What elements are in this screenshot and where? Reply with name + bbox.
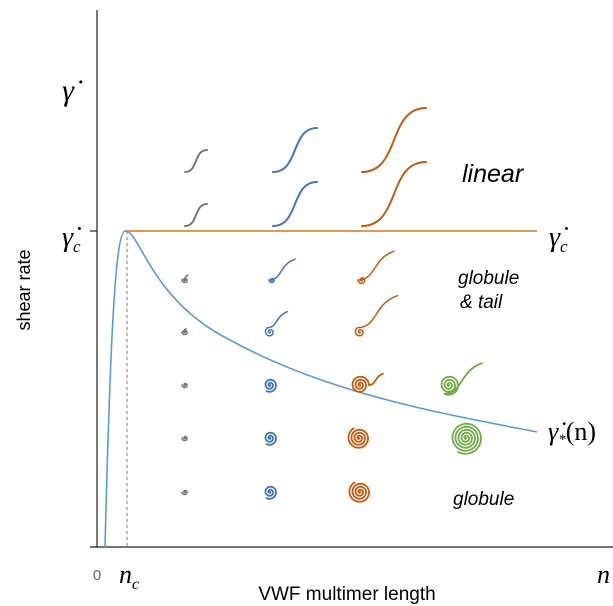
curve-label: γ̇*(n) <box>548 417 596 448</box>
region-label: globule <box>458 268 519 289</box>
polymer-icon <box>357 250 395 285</box>
polymer-icon <box>361 107 427 173</box>
polymer-icon <box>351 372 384 393</box>
critical-length-label: nc <box>119 560 139 593</box>
critical-shear-label: γ̇c <box>62 222 81 256</box>
critical-shear-label: γ̇c <box>549 222 568 256</box>
x-origin: 0 <box>93 567 101 584</box>
polymer-icon <box>272 127 318 173</box>
x-symbol: n <box>597 560 610 589</box>
polymer-icon <box>181 489 188 496</box>
polymer-icon <box>181 274 189 284</box>
polymer-icon <box>264 378 277 393</box>
polymer-icon <box>184 149 208 173</box>
polymer-icon <box>451 422 482 455</box>
polymer-icon <box>268 258 296 284</box>
y-symbol: γ̇ <box>62 74 83 107</box>
region-label: & tail <box>460 292 503 313</box>
transition-curve <box>104 230 538 548</box>
polymer-icon <box>347 427 369 449</box>
subscript: c <box>560 237 568 256</box>
polymer-icon <box>181 382 188 389</box>
polymer-icon <box>348 481 370 503</box>
polymer-icon <box>181 435 188 442</box>
subscript: c <box>132 576 139 593</box>
symbol: n <box>119 560 132 589</box>
argument: (n) <box>566 417 596 446</box>
polymer-icon <box>440 362 483 396</box>
subscript: * <box>558 432 566 448</box>
polymer-icon <box>264 431 277 446</box>
polymer-icon <box>181 328 188 336</box>
polymer-icon <box>272 181 318 227</box>
region-label: globule <box>453 489 514 510</box>
x-label: VWF multimer length <box>258 584 435 605</box>
polymer-icon <box>264 485 277 500</box>
polymer-icon <box>361 161 427 227</box>
polymer-icon <box>264 310 289 337</box>
polymer-icon <box>354 294 399 337</box>
subscript: c <box>73 237 81 256</box>
region-label: linear <box>462 160 525 188</box>
polymer-icon <box>184 203 208 227</box>
y-label: shear rate <box>14 249 34 330</box>
